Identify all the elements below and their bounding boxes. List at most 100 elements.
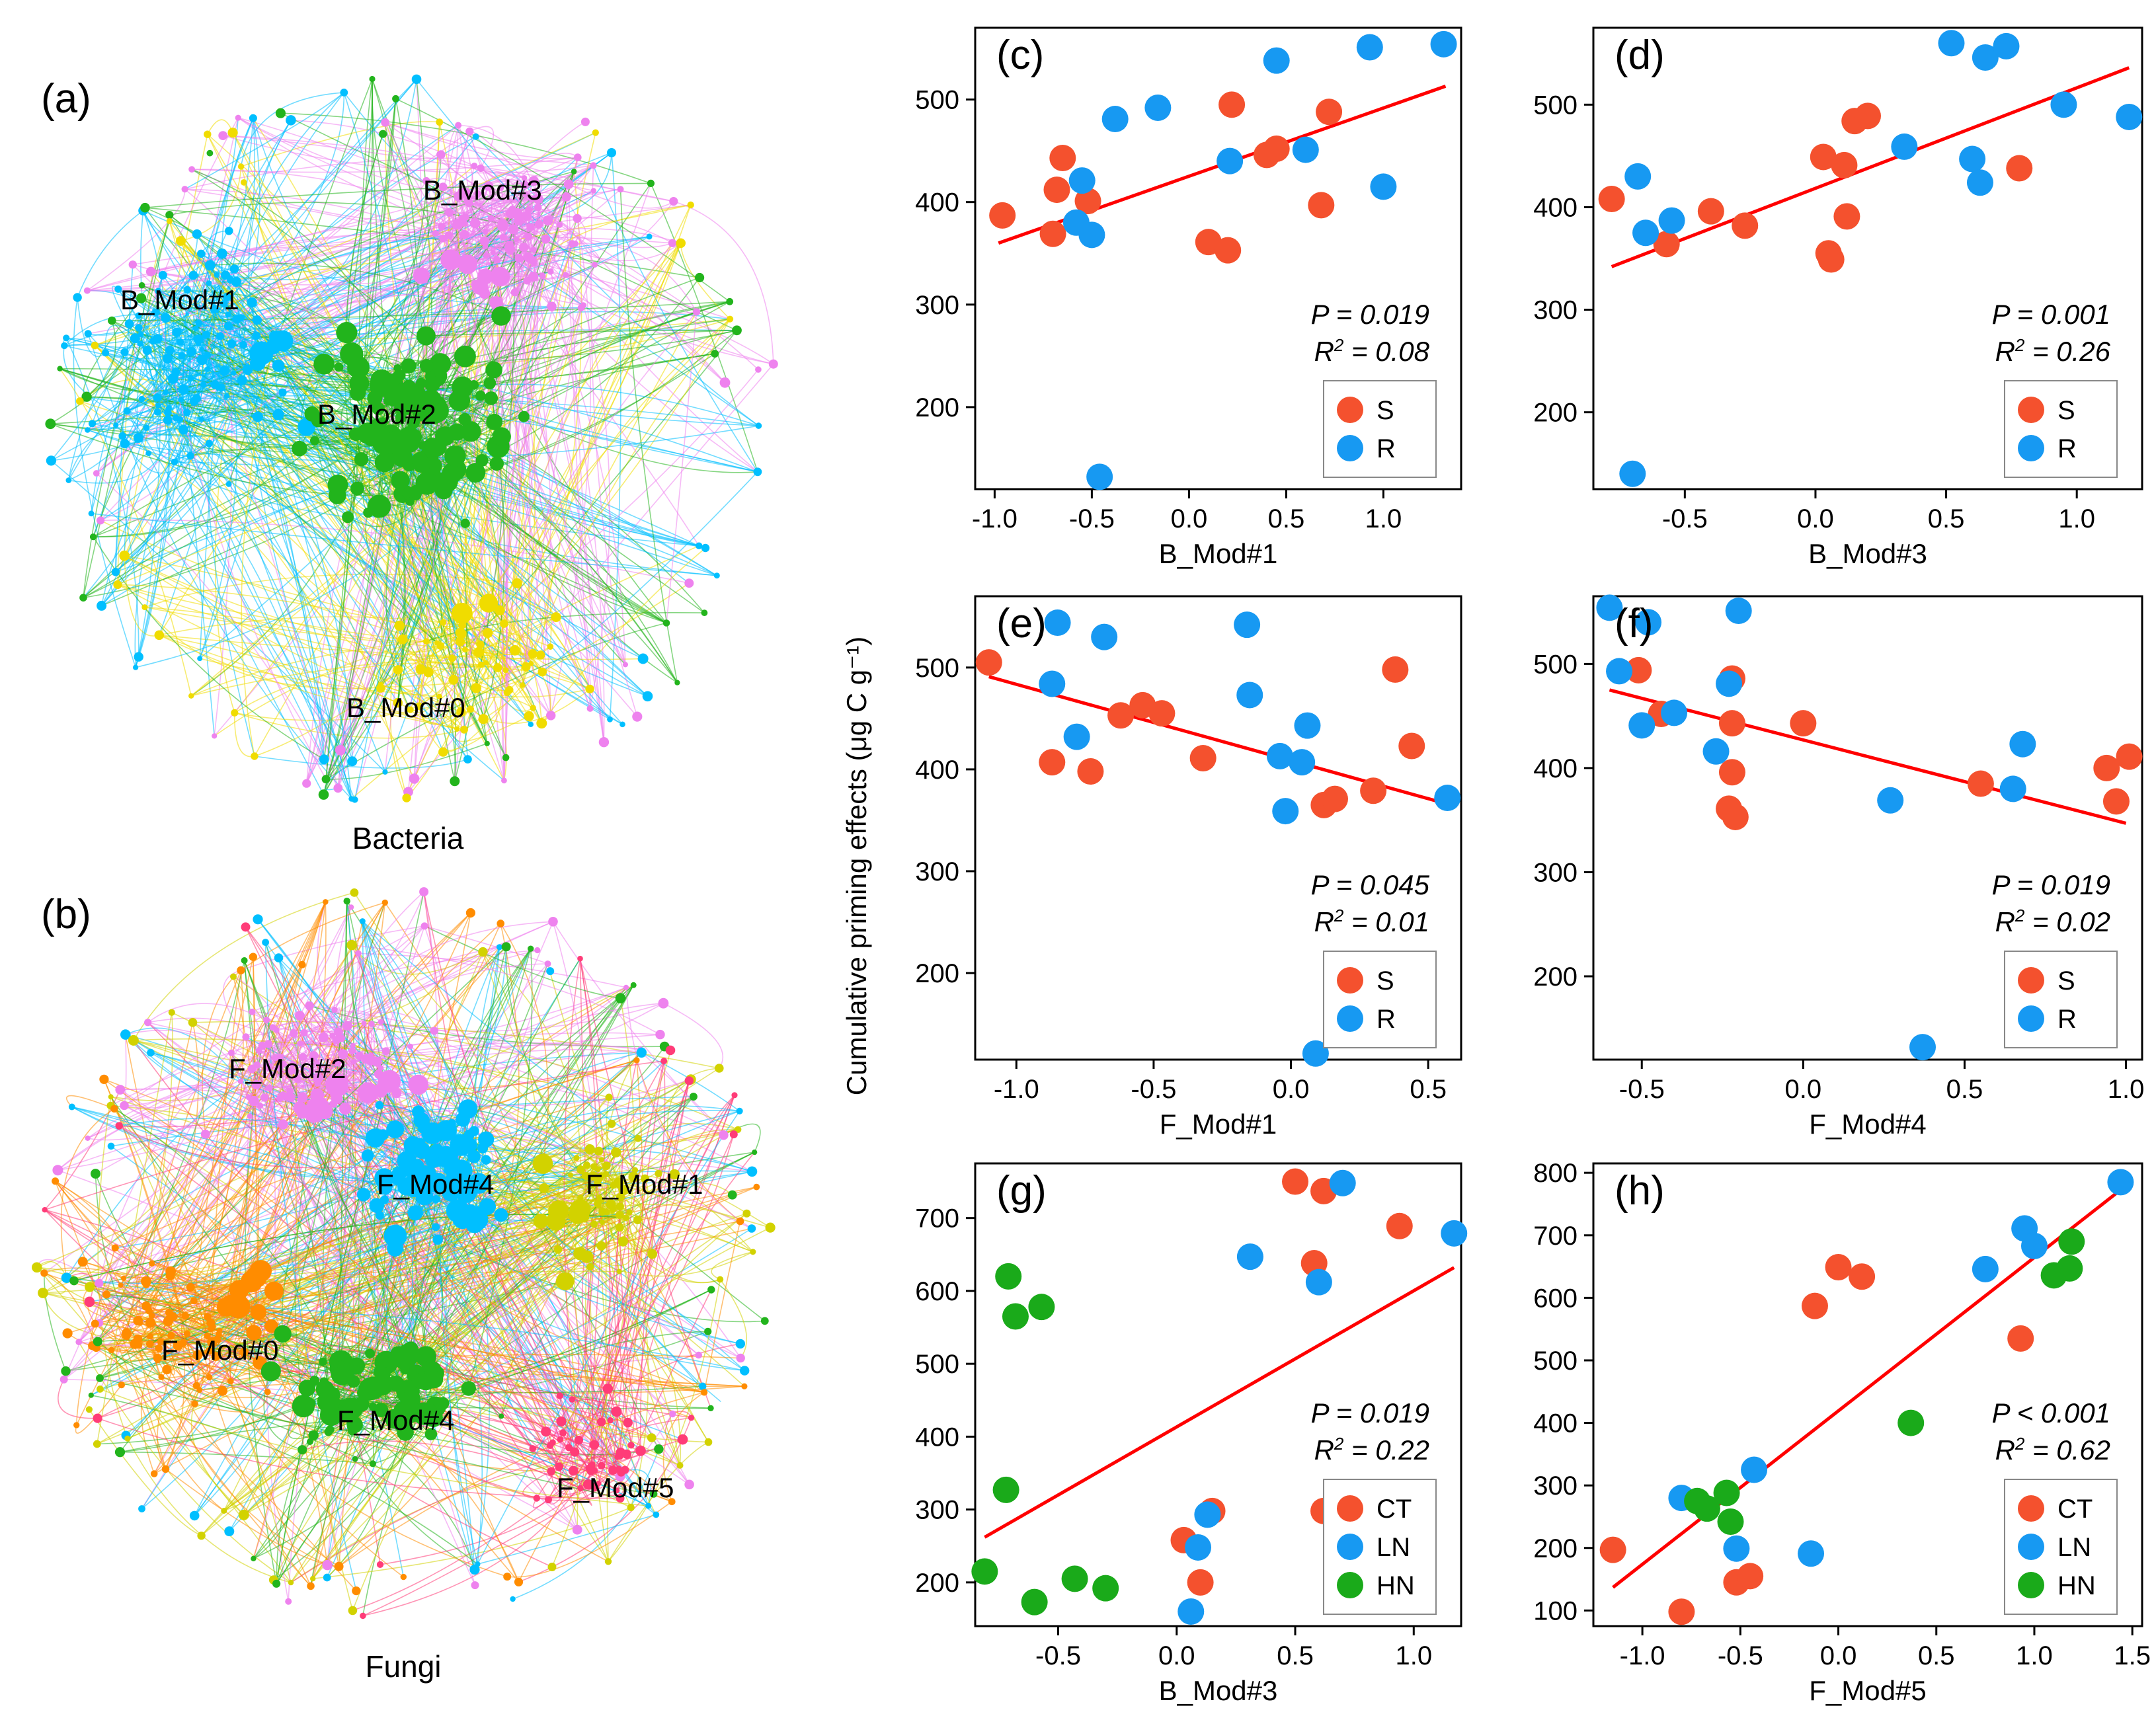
- network-edge: [541, 582, 690, 673]
- network-node: [370, 427, 389, 448]
- network-node: [736, 1107, 743, 1114]
- network-edge: [637, 1219, 766, 1321]
- network-node: [272, 409, 284, 420]
- network-node: [221, 270, 230, 280]
- plot-frame: [974, 1162, 1462, 1627]
- network-node: [589, 1440, 600, 1450]
- network-node: [407, 1205, 423, 1221]
- network-node: [120, 438, 130, 449]
- network-edge: [100, 1388, 649, 1506]
- network-node: [479, 1198, 497, 1215]
- network-node: [551, 612, 561, 623]
- network-node: [247, 1113, 253, 1119]
- network-node: [623, 984, 629, 990]
- network-node: [91, 1169, 100, 1179]
- network-node: [707, 1405, 714, 1411]
- network-edge: [616, 1152, 633, 1242]
- network-node: [614, 1454, 621, 1460]
- y-tick-label: 300: [915, 857, 959, 886]
- network-node: [181, 186, 188, 193]
- network-node: [122, 1328, 132, 1339]
- network-node: [249, 1008, 256, 1015]
- regression-line: [984, 1266, 1455, 1539]
- network-node: [223, 321, 233, 331]
- network-node: [265, 1062, 273, 1071]
- network-edge: [525, 307, 582, 667]
- network-node: [605, 1093, 613, 1101]
- network-edge: [210, 209, 529, 266]
- network-node: [493, 663, 502, 672]
- network-node: [353, 482, 363, 491]
- network-node: [438, 223, 446, 231]
- y-tick-label: 400: [1533, 1409, 1577, 1438]
- network-node: [250, 1304, 267, 1321]
- data-point-s: [1831, 151, 1858, 178]
- network-edge: [500, 1046, 665, 1216]
- network-node: [93, 1413, 102, 1423]
- network-node: [402, 793, 411, 802]
- network-node: [602, 1384, 614, 1394]
- network-node: [333, 783, 343, 793]
- data-point-s: [2006, 155, 2033, 182]
- network-edge: [92, 327, 147, 424]
- network-node: [444, 231, 453, 239]
- network-node: [455, 1112, 470, 1127]
- network-node: [173, 1340, 183, 1350]
- network-node: [522, 211, 532, 221]
- network-edge: [233, 363, 249, 381]
- network-edge: [140, 234, 198, 344]
- network-node: [142, 345, 152, 356]
- network-node: [227, 128, 238, 138]
- network-edge: [281, 1092, 369, 1334]
- network-node: [138, 1505, 145, 1512]
- network-node: [598, 1196, 605, 1202]
- network-node: [378, 682, 383, 688]
- network-node: [536, 718, 547, 729]
- network-node: [407, 1043, 413, 1050]
- network-node: [432, 1194, 440, 1204]
- network-node: [456, 1181, 477, 1203]
- network-edge: [253, 1389, 326, 1559]
- data-point-s: [1817, 246, 1845, 273]
- legend-entry: HN: [1377, 1571, 1415, 1600]
- network-node: [432, 1223, 440, 1231]
- network-node: [611, 1147, 621, 1158]
- network-edge: [619, 189, 678, 683]
- network-node: [274, 1325, 292, 1343]
- network-node: [429, 1144, 444, 1158]
- network-node: [163, 353, 173, 364]
- network-node: [227, 1049, 235, 1056]
- network-edge: [357, 198, 532, 394]
- network-edge: [395, 1247, 705, 1393]
- network-node: [52, 1177, 60, 1185]
- network-node: [378, 1065, 384, 1072]
- network-edge: [352, 1045, 673, 1415]
- network-edge: [86, 320, 116, 397]
- network-node: [75, 1339, 83, 1346]
- data-point-hn: [1002, 1303, 1029, 1330]
- data-point-r: [2116, 103, 2143, 130]
- data-point-hn: [1693, 1495, 1720, 1522]
- network-node: [484, 391, 499, 405]
- network-node: [200, 381, 206, 388]
- network-edge: [618, 1182, 649, 1508]
- network-edge: [150, 1223, 555, 1337]
- network-node: [292, 440, 307, 457]
- network-edge: [169, 202, 503, 225]
- network-node: [202, 331, 211, 339]
- network-node: [285, 1598, 292, 1605]
- network-node: [145, 1340, 154, 1348]
- network-edge: [196, 964, 303, 1386]
- y-tick-label: 200: [1533, 1534, 1577, 1563]
- network-node: [192, 1350, 203, 1360]
- network-edge: [323, 469, 457, 795]
- network-node: [218, 383, 225, 391]
- data-point-r: [1658, 207, 1685, 234]
- network-edge: [325, 622, 667, 780]
- network-edge: [158, 290, 244, 346]
- network-edge: [458, 178, 529, 216]
- network-node: [727, 1190, 737, 1200]
- network-node: [83, 287, 91, 294]
- network-edge: [77, 297, 106, 357]
- network-node: [397, 634, 408, 644]
